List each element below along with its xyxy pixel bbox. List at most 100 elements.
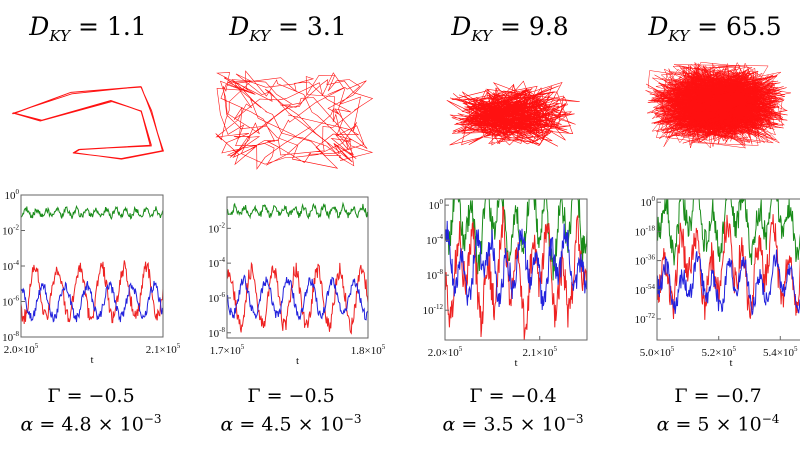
x-axis-label: t — [90, 354, 93, 366]
dky-symbol: D — [648, 12, 669, 41]
dky-symbol: D — [29, 12, 50, 41]
plot-frame — [444, 198, 588, 341]
x-tick-label: 5.4×105 — [763, 345, 798, 359]
gamma-value: −0.5 — [288, 385, 335, 407]
series-line — [226, 201, 369, 220]
x-axis-label: t — [514, 357, 517, 369]
ten: 10 — [541, 413, 566, 436]
equals-sign: = — [693, 385, 710, 407]
y-tick-label: 10-72 — [635, 312, 656, 326]
attractor-trajectory — [11, 86, 165, 160]
series-line — [226, 261, 369, 335]
series-line — [656, 249, 800, 316]
gamma-symbol: Γ — [469, 385, 483, 407]
equals-sign: = — [39, 413, 56, 436]
dky-value: 1.1 — [106, 12, 147, 41]
times-sign: × — [297, 413, 314, 436]
alpha-label: α = 3.5 × 10−3 — [443, 412, 584, 435]
dky-value: 65.5 — [725, 12, 782, 41]
equals-sign: = — [78, 12, 99, 41]
ten: 10 — [119, 413, 144, 436]
x-axis-label: t — [729, 357, 732, 369]
y-tick-label: 10-4 — [208, 256, 225, 270]
x-tick-label: 2.1×105 — [522, 345, 557, 359]
gamma-symbol: Γ — [674, 385, 688, 407]
gamma-label: Γ = −0.5 — [247, 385, 334, 407]
dky-value: 3.1 — [306, 12, 347, 41]
gamma-label: Γ = −0.7 — [674, 385, 761, 407]
alpha-symbol: α — [442, 413, 456, 436]
dky-value: 9.8 — [528, 12, 569, 41]
alpha-mantissa: 4.8 — [61, 413, 92, 436]
dky-title: DKY = 3.1 — [229, 12, 346, 45]
dky-title: DKY = 9.8 — [451, 12, 568, 45]
dky-title: DKY = 1.1 — [29, 12, 146, 45]
dky-symbol: D — [451, 12, 472, 41]
equals-sign: = — [697, 12, 719, 41]
time-series-plot: 10-2 10-4 10-6 10-8 1.7×105 1.8×105 t — [208, 196, 386, 367]
ten: 10 — [737, 413, 762, 436]
time-series-plot: 100 10-4 10-8 10-12 2.0×105 2.1×105 t — [423, 198, 588, 369]
alpha-exponent: −3 — [143, 412, 162, 426]
alpha-label: α = 4.5 × 10−3 — [221, 412, 362, 435]
x-tick-label: 5.2×105 — [701, 345, 736, 359]
y-tick-label: 10-8 — [208, 326, 225, 340]
series-line — [20, 204, 164, 221]
y-tick-label: 100 — [5, 188, 20, 202]
attractor-plot — [446, 80, 580, 147]
y-tick-label: 10-8 — [426, 268, 443, 282]
equals-sign: = — [675, 413, 692, 436]
gamma-value: −0.4 — [510, 385, 557, 407]
gamma-label: Γ = −0.5 — [47, 385, 134, 407]
dky-subscript: KY — [471, 27, 493, 45]
x-tick-label: 2.0×105 — [428, 345, 463, 359]
series-line — [444, 220, 588, 311]
x-axis-label: t — [296, 355, 299, 367]
time-series-plot: 100 10-2 10-4 10-6 10-82.0×105 2.1×105 t — [2, 188, 181, 366]
y-tick-label: 100 — [429, 198, 444, 212]
alpha-symbol: α — [656, 413, 670, 436]
alpha-label: α = 5 × 10−4 — [657, 412, 780, 435]
alpha-symbol: α — [220, 413, 234, 436]
alpha-label: α = 4.8 × 10−3 — [21, 412, 162, 435]
series-line — [20, 280, 164, 323]
plot-frame — [656, 198, 800, 341]
alpha-exponent: −3 — [343, 412, 362, 426]
equals-sign: = — [278, 12, 299, 41]
times-sign: × — [715, 413, 732, 436]
gamma-value: −0.7 — [715, 385, 762, 407]
attractor-plot — [215, 70, 374, 170]
dky-symbol: D — [229, 12, 250, 41]
dky-title: DKY = 65.5 — [648, 12, 781, 45]
equals-sign: = — [266, 385, 283, 407]
dky-subscript: KY — [668, 27, 690, 45]
gamma-symbol: Γ — [47, 385, 61, 407]
y-tick-label: 10-6 — [2, 295, 19, 309]
y-tick-label: 10-2 — [208, 221, 225, 235]
gamma-value: −0.5 — [88, 385, 135, 407]
x-tick-label: 5.0×105 — [640, 345, 675, 359]
attractor-trajectory — [215, 70, 374, 170]
equals-sign: = — [488, 385, 505, 407]
y-tick-label: 10-2 — [2, 224, 19, 238]
x-tick-label: 1.8×105 — [351, 343, 386, 357]
gamma-label: Γ = −0.4 — [469, 385, 556, 407]
y-tick-label: 10-4 — [2, 259, 19, 273]
times-sign: × — [519, 413, 536, 436]
equals-sign: = — [66, 385, 83, 407]
y-tick-label: 10-12 — [423, 303, 444, 317]
attractor-plot — [645, 61, 791, 149]
y-tick-label: 10-4 — [426, 233, 443, 247]
dky-subscript: KY — [49, 27, 71, 45]
dky-subscript: KY — [249, 27, 271, 45]
y-tick-label: 10-54 — [635, 283, 656, 297]
equals-sign: = — [500, 12, 521, 41]
time-series-plot: 100 10-18 10-36 10-54 10-72 5.0×105 5.2×105 5.4… — [635, 195, 800, 369]
alpha-exponent: −4 — [761, 412, 780, 426]
series-line — [444, 206, 588, 341]
alpha-symbol: α — [20, 413, 34, 436]
equals-sign: = — [461, 413, 478, 436]
alpha-exponent: −3 — [565, 412, 584, 426]
alpha-mantissa: 3.5 — [483, 413, 514, 436]
